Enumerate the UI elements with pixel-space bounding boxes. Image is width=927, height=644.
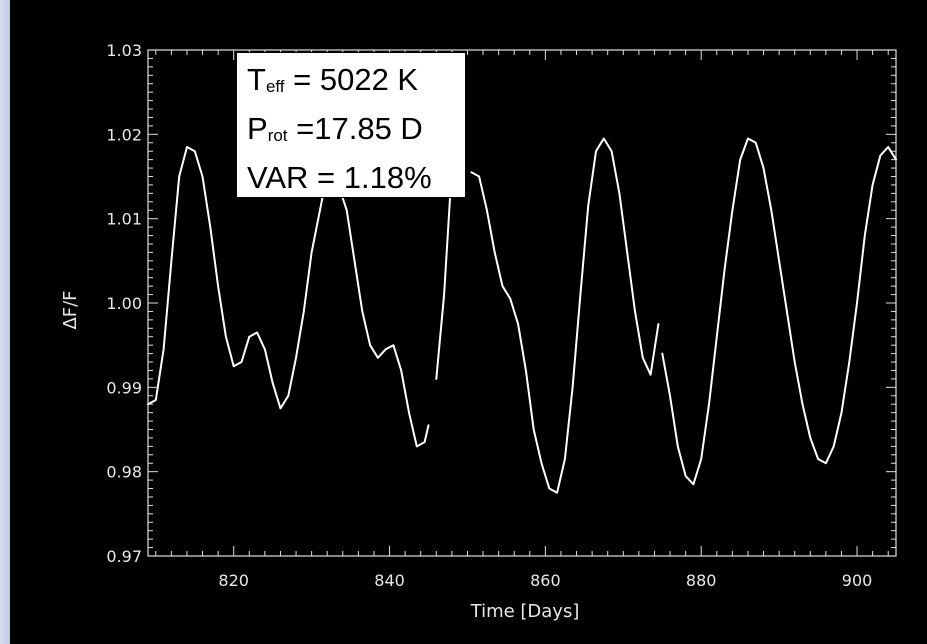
teff-label: Teff = 5022 K <box>247 62 419 97</box>
plot-panel <box>10 0 927 644</box>
stellar-parameters-box: Teff = 5022 K Prot =17.85 D VAR = 1.18% <box>236 52 466 198</box>
prot-label: Prot =17.85 D <box>247 111 423 146</box>
axis-ticks <box>148 49 896 557</box>
y-tick-label: 0.97 <box>106 547 142 566</box>
x-axis-title: Time [Days] <box>470 601 580 622</box>
y-axis-title: ΔF/F <box>60 290 81 329</box>
light-curve-segment-2 <box>340 192 430 448</box>
light-curve-segment-5 <box>661 137 897 486</box>
axis-tick-labels: 820 840 860 880 900 0.97 0.98 0.99 1.00 1.01 1.02 1… <box>106 41 872 590</box>
variability-label: VAR = 1.18% <box>247 160 432 195</box>
y-tick-label: 1.01 <box>106 210 142 229</box>
y-tick-label: 0.98 <box>106 463 142 482</box>
x-tick-label: 900 <box>842 571 873 590</box>
light-curve-segment-1 <box>147 146 325 410</box>
y-tick-label: 0.99 <box>106 378 142 397</box>
x-tick-label: 880 <box>686 571 717 590</box>
y-tick-label: 1.02 <box>106 125 142 144</box>
left-border-strip <box>0 0 10 644</box>
y-tick-label: 1.03 <box>106 41 142 60</box>
x-tick-label: 820 <box>218 571 249 590</box>
x-tick-label: 860 <box>530 571 561 590</box>
light-curve-segment-4 <box>470 137 660 494</box>
light-curve-series <box>147 137 897 494</box>
light-curve-segment-3 <box>435 192 452 380</box>
x-tick-label: 840 <box>374 571 405 590</box>
y-tick-label: 1.00 <box>106 294 142 313</box>
